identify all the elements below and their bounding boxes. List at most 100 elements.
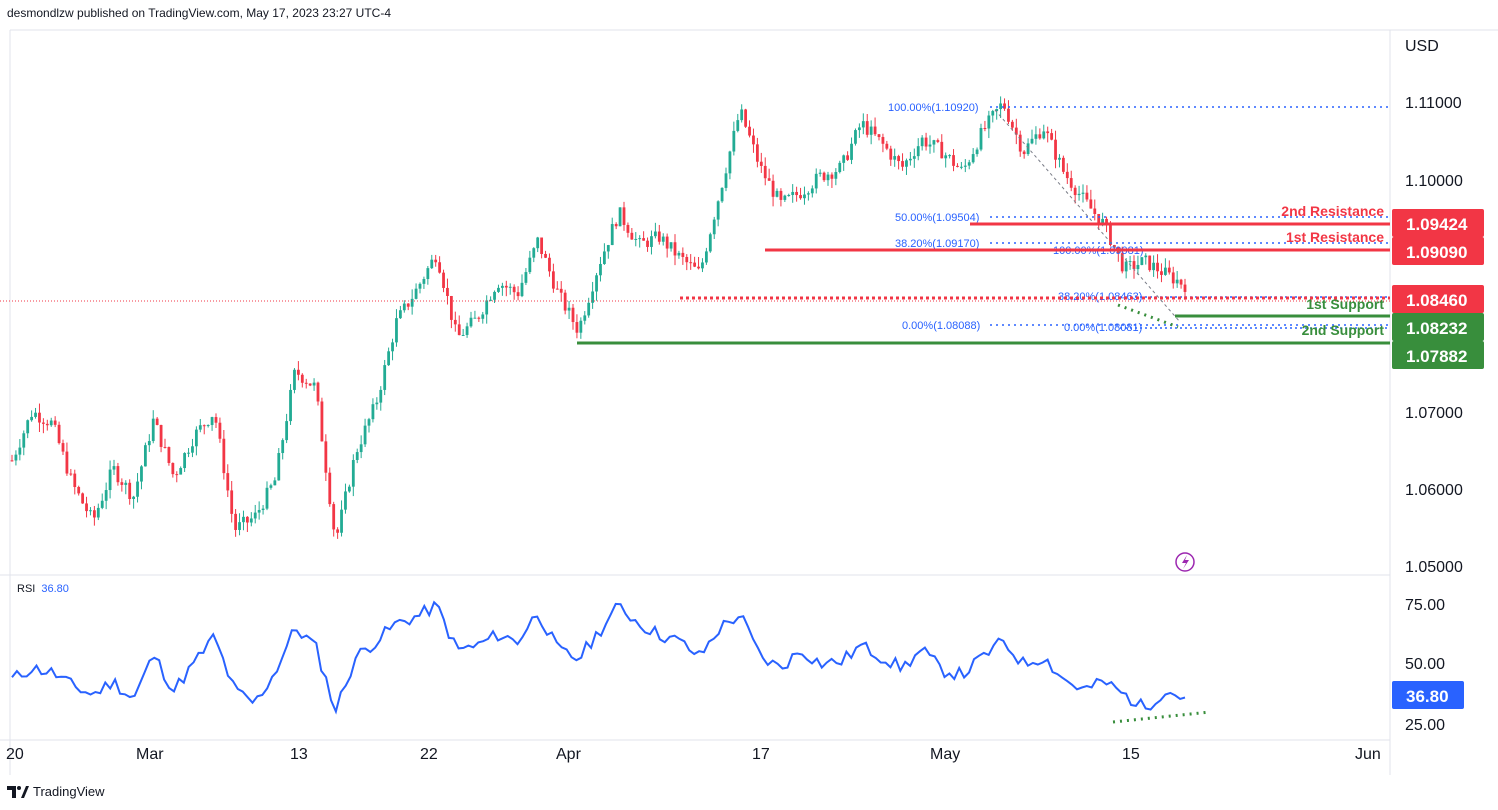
rsi-tick: 25.00 (1405, 717, 1445, 734)
candle-body (398, 310, 402, 319)
candle-body (379, 389, 383, 403)
candle-body (85, 503, 88, 512)
lightning-icon[interactable] (1175, 552, 1195, 572)
candle-body (669, 242, 673, 249)
candle-body (1124, 261, 1128, 272)
candle-body (226, 473, 230, 491)
candle-body (175, 474, 179, 476)
candle-body (740, 109, 744, 121)
time-tick: 22 (420, 746, 438, 763)
candle-body (893, 156, 897, 160)
candle-body (748, 126, 751, 136)
candle-body (1026, 143, 1030, 155)
rsi-value-badge (1392, 681, 1464, 709)
candle-body (1171, 272, 1175, 284)
candle-body (963, 165, 967, 167)
candle-body (61, 443, 65, 452)
candle-body (89, 510, 92, 512)
candle-body (38, 412, 41, 423)
candle-body (332, 504, 336, 530)
candle-body (461, 334, 465, 336)
candle-body (1085, 192, 1089, 200)
candle-body (787, 194, 791, 196)
time-tick: 13 (290, 746, 308, 763)
candle-body (771, 180, 775, 197)
candle-body (567, 307, 571, 311)
candle-body (1003, 103, 1006, 109)
time-tick: May (930, 746, 960, 763)
candle-body (214, 417, 218, 423)
candle-body (826, 174, 830, 181)
candle-body (940, 141, 944, 159)
candle-body (104, 490, 108, 501)
candle-body (838, 162, 842, 173)
candle-body (249, 518, 253, 523)
candle-body (375, 402, 379, 405)
candle-body (528, 257, 532, 273)
support2-badge (1392, 341, 1484, 369)
fib-label: 50.00%(1.09504) (895, 212, 979, 224)
candle-body (606, 245, 610, 252)
candle-body (551, 271, 555, 289)
candle-body (65, 451, 69, 474)
candle-body (202, 425, 206, 427)
candle-body (210, 417, 214, 426)
candle-body (238, 522, 241, 530)
candle-body (49, 420, 53, 426)
candle-body (1030, 138, 1034, 144)
candle-body (257, 509, 261, 513)
candle-body (355, 452, 359, 461)
support1-badge (1392, 313, 1484, 341)
price-tick: 1.06000 (1405, 482, 1463, 499)
candle-body (759, 161, 763, 166)
candle-body (198, 425, 202, 430)
candle-body (1093, 208, 1097, 215)
candle-body (559, 288, 563, 293)
candle-body (908, 158, 912, 161)
candle-body (469, 317, 473, 327)
candle-body (395, 318, 398, 343)
candle-body (151, 418, 155, 442)
candle-body (681, 252, 685, 257)
candle-body (187, 452, 190, 454)
candle-body (991, 111, 995, 116)
candle-body (857, 127, 861, 131)
candle-body (77, 487, 81, 494)
candle-body (57, 424, 61, 444)
candle-body (834, 172, 838, 179)
candle-body (371, 404, 375, 420)
candle-body (873, 126, 877, 135)
candle-body (897, 156, 901, 162)
candle-body (755, 144, 759, 162)
candle-body (1179, 279, 1183, 285)
candle-body (30, 416, 34, 421)
candle-body (693, 262, 697, 267)
candle-body (1144, 255, 1148, 258)
time-tick: Jun (1355, 746, 1381, 763)
candle-body (595, 275, 598, 292)
candle-body (587, 302, 591, 316)
candle-body (1081, 192, 1085, 194)
candle-body (359, 444, 363, 453)
rsi-tick: 75.00 (1405, 597, 1445, 614)
rsi-divergence-line (1112, 710, 1211, 724)
candle-body (979, 128, 983, 150)
candle-body (704, 251, 708, 263)
candle-body (763, 165, 767, 179)
candle-body (320, 401, 324, 442)
candle-body (850, 143, 853, 160)
candle-body (626, 224, 630, 233)
candle-body (81, 493, 85, 504)
candle-body (383, 365, 387, 390)
candle-body (877, 134, 881, 138)
candle-body (1152, 262, 1156, 271)
resistance2-label: 2nd Resistance (1281, 203, 1384, 219)
candle-body (642, 238, 646, 241)
candle-body (140, 466, 143, 482)
candle-body (414, 288, 418, 299)
candle-body (493, 291, 496, 300)
footer: TradingView (7, 784, 105, 799)
candle-body (661, 236, 665, 242)
candle-body (1061, 157, 1065, 172)
